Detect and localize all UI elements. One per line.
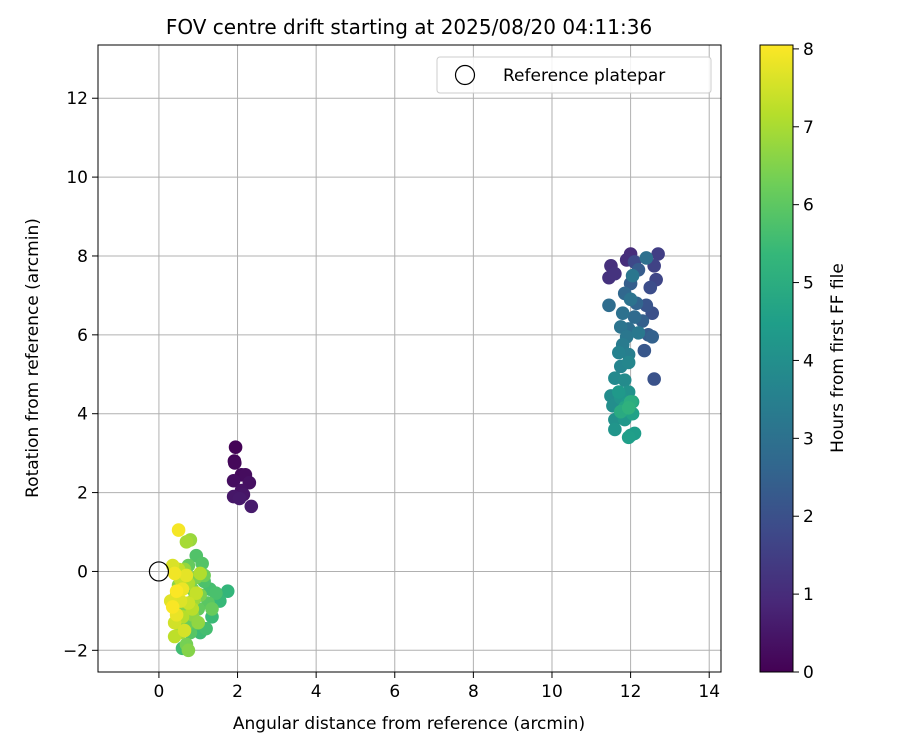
scatter-point <box>232 491 247 506</box>
x-axis-label: Angular distance from reference (arcmin) <box>233 714 585 734</box>
data-points <box>163 247 665 658</box>
colorbar-tick-label: 8 <box>803 40 814 60</box>
scatter-point <box>167 629 182 644</box>
colorbar-tick-label: 4 <box>803 351 814 371</box>
scatter-point <box>244 499 259 514</box>
x-tick-label: 10 <box>541 682 563 702</box>
scatter-point <box>189 586 204 600</box>
scatter-point <box>627 310 642 324</box>
x-axis-ticks: 0 2 4 6 8 10 12 14 <box>154 672 720 702</box>
scatter-point <box>608 266 622 281</box>
y-tick-label: 0 <box>77 562 88 582</box>
y-tick-label: 4 <box>77 405 88 425</box>
legend: Reference platepar <box>436 56 712 94</box>
y-tick-label: 12 <box>66 89 88 109</box>
scatter-point <box>179 535 194 549</box>
y-tick-label: 2 <box>77 484 88 504</box>
scatter-point <box>227 456 242 470</box>
scatter-point <box>631 326 646 340</box>
scatter-point <box>645 330 660 344</box>
colorbar <box>759 44 794 673</box>
x-tick-label: 2 <box>232 682 243 702</box>
scatter-point <box>621 355 636 370</box>
legend-box <box>436 56 712 94</box>
scatter-point <box>193 566 207 581</box>
colorbar-tick-label: 0 <box>803 663 814 683</box>
x-tick-label: 8 <box>468 682 479 702</box>
x-tick-label: 4 <box>311 682 322 702</box>
scatter-point <box>228 440 243 455</box>
scatter-point <box>179 568 194 583</box>
x-tick-label: 12 <box>620 682 642 702</box>
scatter-point <box>639 251 654 265</box>
scatter-point <box>167 566 182 581</box>
y-tick-label: 8 <box>77 247 88 267</box>
y-tick-label: 6 <box>77 326 88 346</box>
scatter-point <box>169 584 184 598</box>
scatter-point <box>612 345 626 360</box>
scatter-point <box>615 306 630 320</box>
scatter-point <box>226 473 241 488</box>
scatter-point <box>205 602 219 616</box>
scatter-point <box>621 430 636 445</box>
scatter-point <box>637 343 652 358</box>
colorbar-label: Hours from first FF file <box>828 263 848 453</box>
colorbar-tick-label: 2 <box>803 507 814 527</box>
scatter-point <box>209 586 223 600</box>
scatter-point <box>165 600 180 614</box>
colorbar-tick-label: 7 <box>803 118 814 138</box>
legend-label: Reference platepar <box>503 66 665 86</box>
scatter-point <box>177 623 192 638</box>
scatter-point <box>651 247 665 261</box>
y-axis-label: Rotation from reference (arcmin) <box>23 218 43 498</box>
scatter-point <box>621 400 636 415</box>
grid-lines <box>98 45 721 672</box>
x-tick-label: 0 <box>154 682 165 702</box>
colorbar-tick-label: 3 <box>803 429 814 449</box>
scatter-point <box>613 320 628 334</box>
reference-platepar-marker <box>148 561 170 582</box>
y-axis-ticks: −2 0 2 4 6 8 10 12 <box>63 89 98 661</box>
scatter-point <box>181 643 196 658</box>
x-tick-label: 14 <box>698 682 720 702</box>
y-tick-label: 10 <box>66 168 88 188</box>
colorbar-tick-label: 5 <box>803 274 814 294</box>
scatter-point <box>643 280 658 295</box>
colorbar-tick-label: 6 <box>803 196 814 216</box>
scatter-point <box>617 373 632 387</box>
y-tick-label: −2 <box>63 641 88 661</box>
legend-open-circle-icon <box>454 64 476 86</box>
plot-frame <box>97 44 722 673</box>
chart-title: FOV centre drift starting at 2025/08/20 … <box>166 15 652 39</box>
scatter-point <box>612 385 626 399</box>
colorbar-tick-label: 1 <box>803 585 814 605</box>
scatter-point <box>647 372 661 386</box>
x-tick-label: 6 <box>389 682 400 702</box>
scatter-point <box>625 268 640 283</box>
scatter-point <box>608 422 622 437</box>
reference-marker-layer <box>148 561 170 582</box>
scatter-point <box>602 298 616 313</box>
scatter-point <box>220 584 235 598</box>
scatter-point <box>171 523 186 537</box>
scatter-point <box>623 292 638 307</box>
colorbar-ticks: 0 1 2 3 4 5 6 7 8 <box>793 40 814 683</box>
scatter-point <box>191 615 206 630</box>
